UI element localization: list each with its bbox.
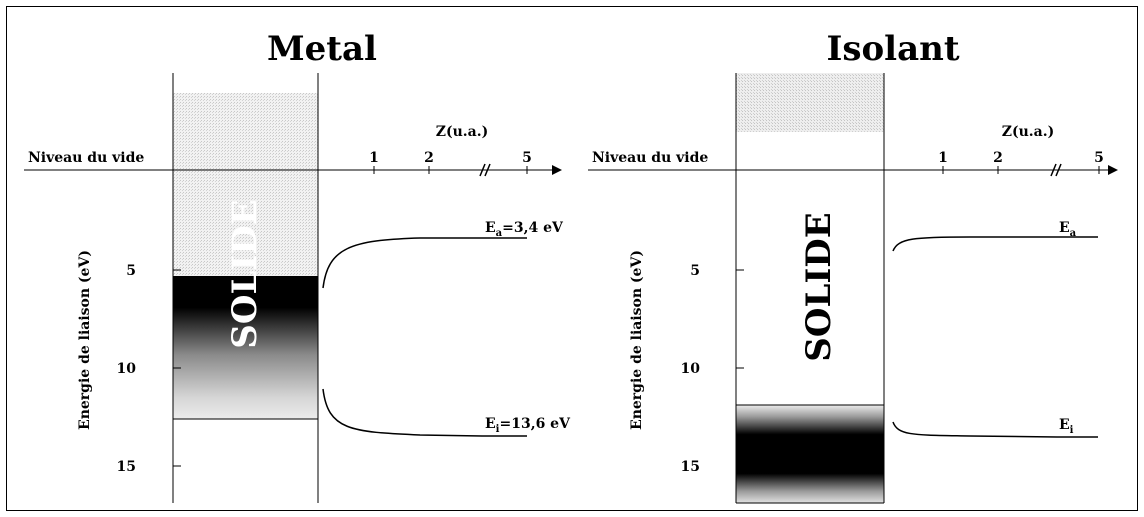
metal-y-axis-label: Energie de liaison (eV) bbox=[77, 250, 93, 430]
isolant-z-ticklabel-5: 5 bbox=[1094, 150, 1104, 166]
isolant-y-ticklabel-10: 10 bbox=[681, 361, 701, 377]
metal-level-affinity-label: Ea=3,4 eV bbox=[485, 220, 564, 239]
metal-curve-affinity bbox=[322, 237, 527, 289]
metal-axis-break-b bbox=[484, 163, 491, 177]
isolant-vacuum-label: Niveau du vide bbox=[592, 150, 708, 166]
isolant-y-ticklabel-15: 15 bbox=[681, 459, 700, 475]
metal-curve-ionisation bbox=[322, 388, 527, 437]
isolant-curve-ionisation bbox=[892, 421, 1098, 438]
isolant-level-ionisation-label: Ei bbox=[1059, 417, 1074, 436]
isolant-y-ticklabel-5: 5 bbox=[690, 263, 700, 279]
metal-valence-band bbox=[173, 276, 318, 419]
metal-panel: Metal SOLIDE Niveau du vide Z(u.a.) 1 2 … bbox=[24, 29, 571, 503]
isolant-solid-label: SOLIDE bbox=[799, 212, 839, 361]
metal-title: Metal bbox=[267, 29, 377, 69]
metal-y-ticklabel-5: 5 bbox=[126, 263, 136, 279]
isolant-y-axis-label: Energie de liaison (eV) bbox=[629, 250, 645, 430]
isolant-panel: Isolant SOLIDE Niveau du vide Z(u.a.) 1 … bbox=[588, 29, 1118, 504]
metal-solid-label: SOLIDE bbox=[225, 199, 265, 348]
isolant-z-ticklabel-1: 1 bbox=[938, 150, 948, 166]
isolant-z-axis-arrow bbox=[1108, 165, 1118, 175]
metal-y-ticklabel-10: 10 bbox=[117, 361, 137, 377]
metal-z-ticklabel-5: 5 bbox=[522, 150, 532, 166]
isolant-conduction-band bbox=[736, 73, 884, 132]
metal-z-ticklabel-2: 2 bbox=[424, 150, 434, 166]
metal-z-ticklabel-1: 1 bbox=[369, 150, 379, 166]
isolant-curve-affinity bbox=[892, 236, 1098, 252]
metal-vacuum-label: Niveau du vide bbox=[28, 150, 144, 166]
isolant-title: Isolant bbox=[826, 29, 959, 69]
isolant-axis-break-a bbox=[1050, 163, 1057, 177]
metal-z-axis-label: Z(u.a.) bbox=[436, 124, 488, 140]
isolant-z-axis-label: Z(u.a.) bbox=[1002, 124, 1054, 140]
isolant-level-affinity-label: Ea bbox=[1059, 220, 1077, 239]
isolant-valence-band bbox=[736, 405, 884, 503]
outer-frame bbox=[6, 6, 1138, 511]
metal-z-axis-arrow bbox=[552, 165, 562, 175]
metal-level-ionisation-label: Ei=13,6 eV bbox=[485, 416, 571, 435]
isolant-axis-break-b bbox=[1055, 163, 1062, 177]
isolant-z-ticklabel-2: 2 bbox=[993, 150, 1003, 166]
metal-conduction-band bbox=[173, 93, 318, 276]
metal-axis-break-a bbox=[479, 163, 486, 177]
metal-y-ticklabel-15: 15 bbox=[117, 459, 136, 475]
